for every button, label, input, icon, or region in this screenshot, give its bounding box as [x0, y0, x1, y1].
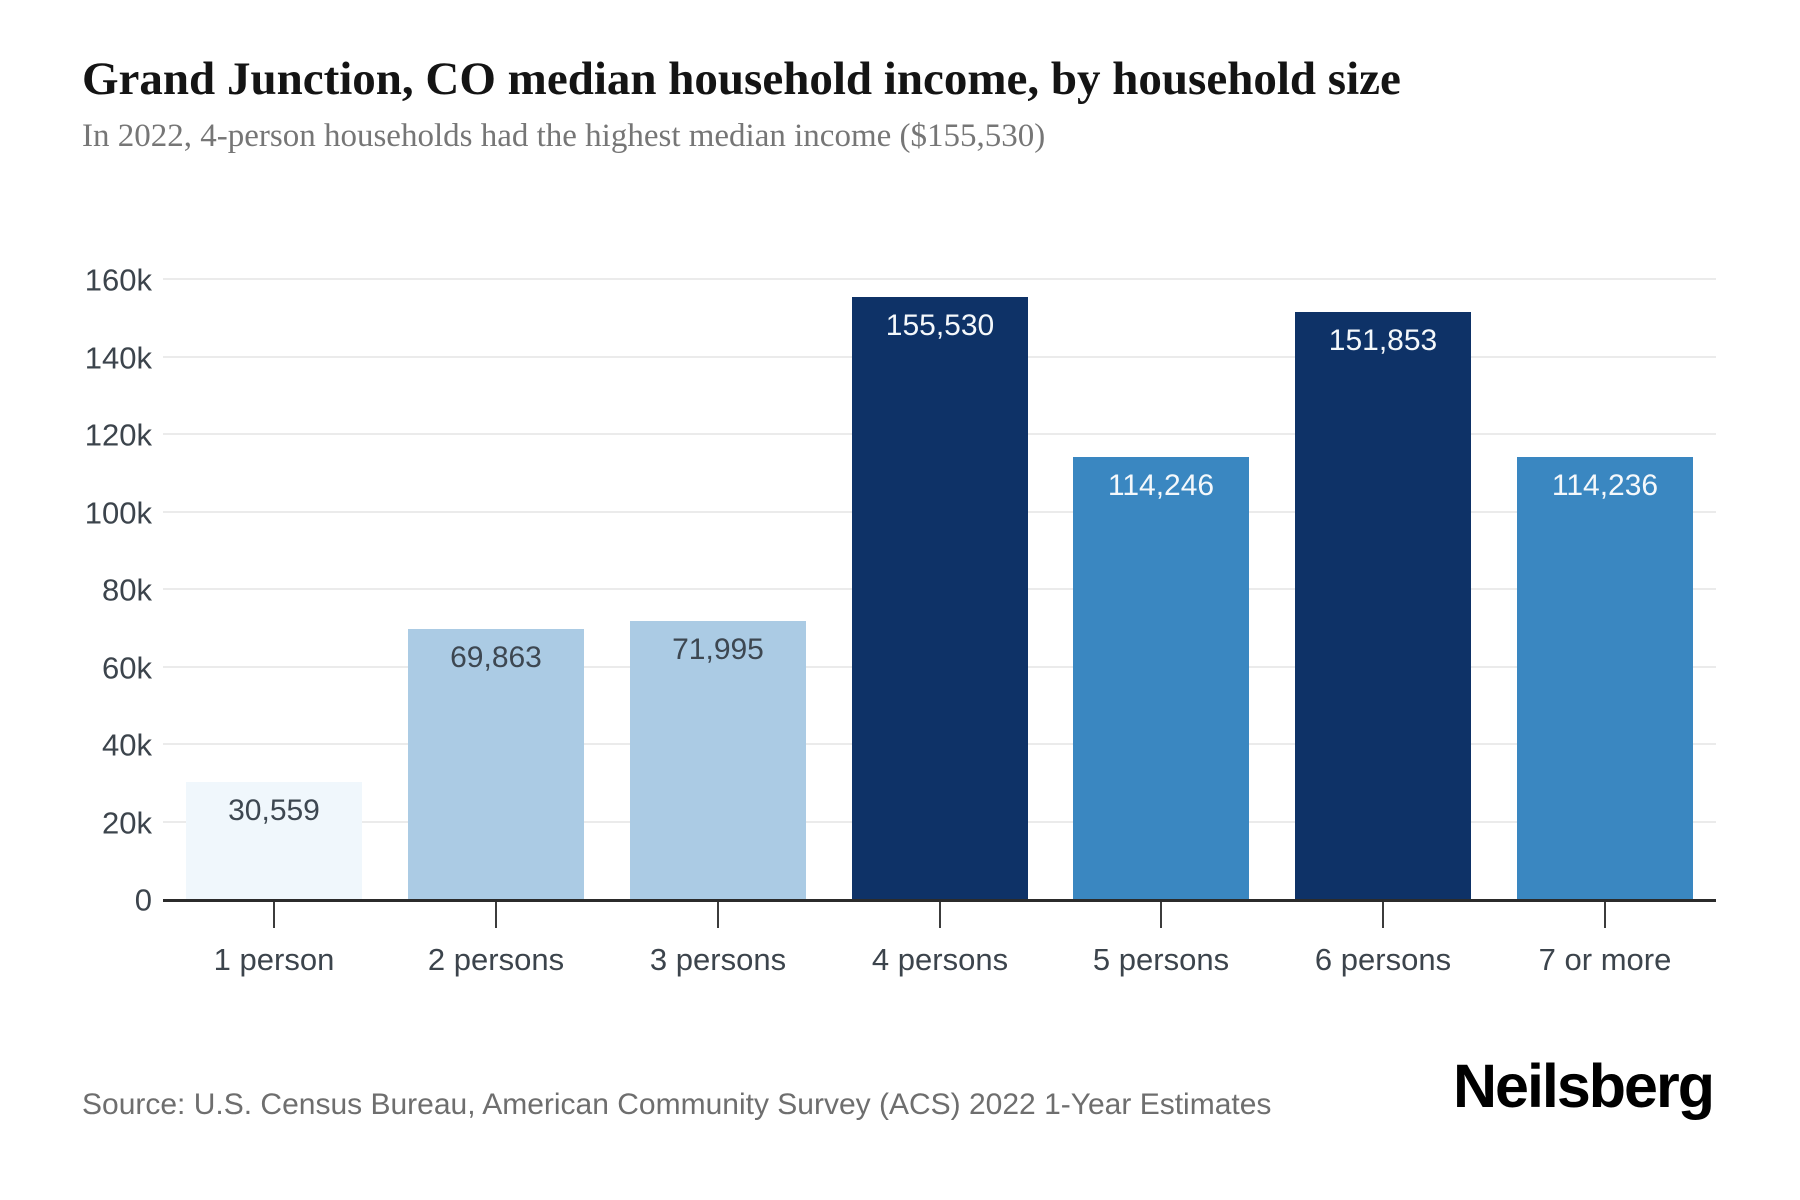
- x-category-label-7-or-more: 7 or more: [1538, 942, 1672, 977]
- chart-title: Grand Junction, CO median household inco…: [82, 53, 1401, 105]
- x-category-label-1-person: 1 person: [213, 942, 335, 977]
- y-tick-label-120k: 120k: [84, 417, 152, 453]
- bar-value-label: 30,559: [228, 794, 320, 827]
- y-tick-label-0: 0: [134, 882, 152, 918]
- neilsberg-logo: Neilsberg: [1453, 1052, 1715, 1120]
- plot-area: 30,559 69,863 71,995 155,530 114,246 151,853 1…: [163, 278, 1716, 902]
- x-axis-line: [163, 899, 1716, 902]
- x-category-label-4-persons: 4 persons: [871, 942, 1009, 977]
- y-tick-label-20k: 20k: [102, 805, 152, 840]
- bar-3-persons: 71,995: [630, 621, 806, 900]
- bar-7-or-more: 114,236: [1517, 457, 1693, 900]
- y-tick-label-40k: 40k: [102, 727, 152, 763]
- x-category-label-6-persons: 6 persons: [1314, 942, 1452, 977]
- x-category-label-2-persons: 2 persons: [427, 942, 565, 977]
- bar-value-label: 69,863: [450, 641, 542, 674]
- bar-5-persons: 114,246: [1073, 457, 1249, 900]
- x-tick: [495, 901, 497, 928]
- bar-value-label: 114,236: [1551, 469, 1659, 502]
- x-category-label-3-persons: 3 persons: [649, 942, 787, 977]
- y-tick-label-80k: 80k: [102, 572, 152, 608]
- y-tick-label-100k: 100k: [84, 495, 152, 530]
- x-tick: [1382, 901, 1384, 928]
- gridline-160k: [163, 278, 1716, 280]
- x-tick: [1160, 901, 1162, 928]
- bar-2-persons: 69,863: [408, 629, 584, 900]
- bar-value-label: 114,246: [1107, 469, 1215, 502]
- source-attribution: Source: U.S. Census Bureau, American Com…: [82, 1088, 1272, 1121]
- bar-value-label: 151,853: [1328, 324, 1438, 357]
- y-tick-label-160k: 160k: [84, 262, 152, 298]
- chart-subtitle: In 2022, 4-person households had the hig…: [82, 118, 1046, 154]
- y-axis-labels: 0 20k 40k 60k 80k 100k 120k 140k 160k: [0, 265, 152, 916]
- bar-4-persons: 155,530: [852, 297, 1028, 900]
- y-tick-label-140k: 140k: [84, 340, 152, 375]
- x-axis: 1 person 2 persons 3 persons 4 persons 5 per…: [163, 900, 1716, 1000]
- bar-value-label: 71,995: [672, 633, 764, 666]
- x-tick: [717, 901, 719, 928]
- y-tick-label-60k: 60k: [102, 650, 152, 685]
- bar-6-persons: 151,853: [1295, 312, 1471, 900]
- x-tick: [939, 901, 941, 928]
- bar-value-label: 155,530: [885, 309, 995, 342]
- x-tick: [273, 901, 275, 928]
- x-tick: [1604, 901, 1606, 928]
- bar-1-person: 30,559: [186, 782, 362, 900]
- x-category-label-5-persons: 5 persons: [1092, 942, 1230, 977]
